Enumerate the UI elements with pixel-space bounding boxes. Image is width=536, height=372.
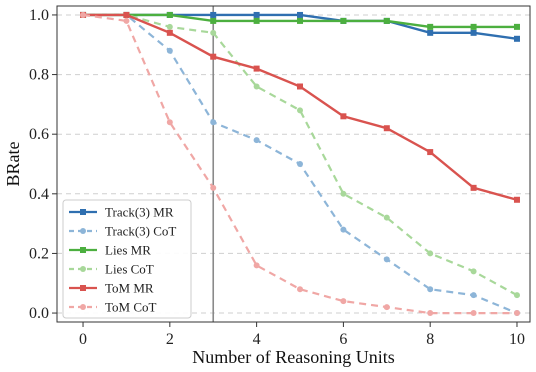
data-point — [513, 35, 520, 42]
data-point — [297, 107, 304, 114]
y-tick-label: 0.6 — [29, 126, 49, 143]
legend-swatch-marker — [80, 247, 86, 253]
legend-label: Lies MR — [105, 243, 151, 258]
legend-label: ToM CoT — [105, 300, 157, 315]
data-point — [166, 23, 173, 30]
data-point — [383, 125, 390, 132]
data-point — [340, 190, 347, 197]
legend-label: ToM MR — [105, 281, 154, 296]
legend-item: Lies CoT — [69, 262, 154, 277]
legend-swatch-marker — [80, 228, 86, 234]
data-point — [297, 11, 304, 18]
data-point — [253, 83, 260, 90]
data-point — [383, 17, 390, 24]
series-line — [82, 13, 517, 315]
x-tick-label: 4 — [253, 331, 261, 348]
data-point — [513, 23, 520, 30]
series-tom-cot — [80, 11, 520, 317]
data-point — [470, 184, 477, 191]
data-point — [210, 29, 217, 36]
data-point — [123, 17, 130, 24]
data-point — [210, 119, 217, 126]
data-point — [340, 298, 347, 305]
series-line — [83, 13, 518, 297]
tick-layer: 0 2 4 6 8 10 0.0 0.2 0.4 0.6 0.8 1.0 — [29, 7, 525, 348]
data-point — [340, 226, 347, 233]
data-point — [427, 149, 434, 156]
y-tick-label: 0.2 — [29, 245, 49, 262]
data-point — [210, 11, 217, 18]
data-point — [470, 310, 477, 317]
x-tick-label: 8 — [426, 331, 434, 348]
legend: Track(3) MR Track(3) CoT Lies MR Lies CoT To… — [62, 199, 192, 319]
data-point — [427, 29, 434, 36]
data-point — [340, 113, 347, 120]
data-point — [253, 11, 260, 18]
data-point — [383, 214, 390, 221]
data-point — [297, 286, 304, 293]
data-point — [80, 11, 87, 18]
legend-swatch-marker — [80, 266, 86, 272]
x-tick-label: 2 — [166, 331, 174, 348]
data-point — [166, 11, 173, 18]
x-tick-label: 6 — [339, 331, 347, 348]
data-point — [427, 250, 434, 257]
data-point — [470, 23, 477, 30]
x-axis-title: Number of Reasoning Units — [192, 347, 394, 367]
data-point — [210, 53, 217, 60]
data-point — [253, 65, 260, 72]
data-point — [210, 17, 217, 24]
y-axis-title: BRate — [3, 141, 23, 186]
legend-item: ToM MR — [69, 281, 154, 296]
legend-item: ToM CoT — [69, 300, 157, 315]
data-point — [297, 83, 304, 90]
legend-swatch-marker — [80, 304, 86, 310]
y-tick-label: 0.4 — [29, 186, 49, 203]
data-point — [513, 196, 520, 203]
data-point — [470, 29, 477, 36]
legend-label: Track(3) MR — [105, 205, 174, 220]
legend-swatch-marker — [80, 209, 86, 215]
data-point — [166, 119, 173, 126]
data-point — [513, 310, 520, 317]
data-point — [340, 17, 347, 24]
legend-item: Track(3) MR — [69, 205, 174, 220]
y-tick-label: 0.0 — [29, 305, 49, 322]
legend-item: Track(3) CoT — [69, 224, 176, 239]
data-point — [253, 17, 260, 24]
data-point — [210, 184, 217, 191]
data-point — [383, 256, 390, 263]
data-point — [383, 304, 390, 311]
legend-item: Lies MR — [69, 243, 151, 258]
data-point — [123, 11, 130, 18]
data-point — [253, 137, 260, 144]
x-tick-label: 10 — [509, 331, 525, 348]
y-tick-label: 1.0 — [29, 7, 49, 24]
y-tick-label: 0.8 — [29, 67, 49, 84]
data-point — [513, 292, 520, 299]
data-point — [253, 262, 260, 269]
x-tick-label: 0 — [79, 331, 87, 348]
series-layer — [80, 11, 520, 317]
plot-frame — [56, 5, 531, 323]
legend-swatch-marker — [80, 285, 86, 291]
data-point — [427, 23, 434, 30]
data-point — [427, 310, 434, 317]
data-point — [166, 47, 173, 54]
data-point — [470, 268, 477, 275]
legend-label: Track(3) CoT — [105, 224, 176, 239]
data-point — [470, 292, 477, 299]
data-point — [297, 161, 304, 167]
data-point — [427, 286, 434, 293]
series-tom-mr — [80, 11, 520, 203]
data-point — [297, 17, 304, 24]
legend-label: Lies CoT — [105, 262, 154, 277]
data-point — [166, 29, 173, 36]
